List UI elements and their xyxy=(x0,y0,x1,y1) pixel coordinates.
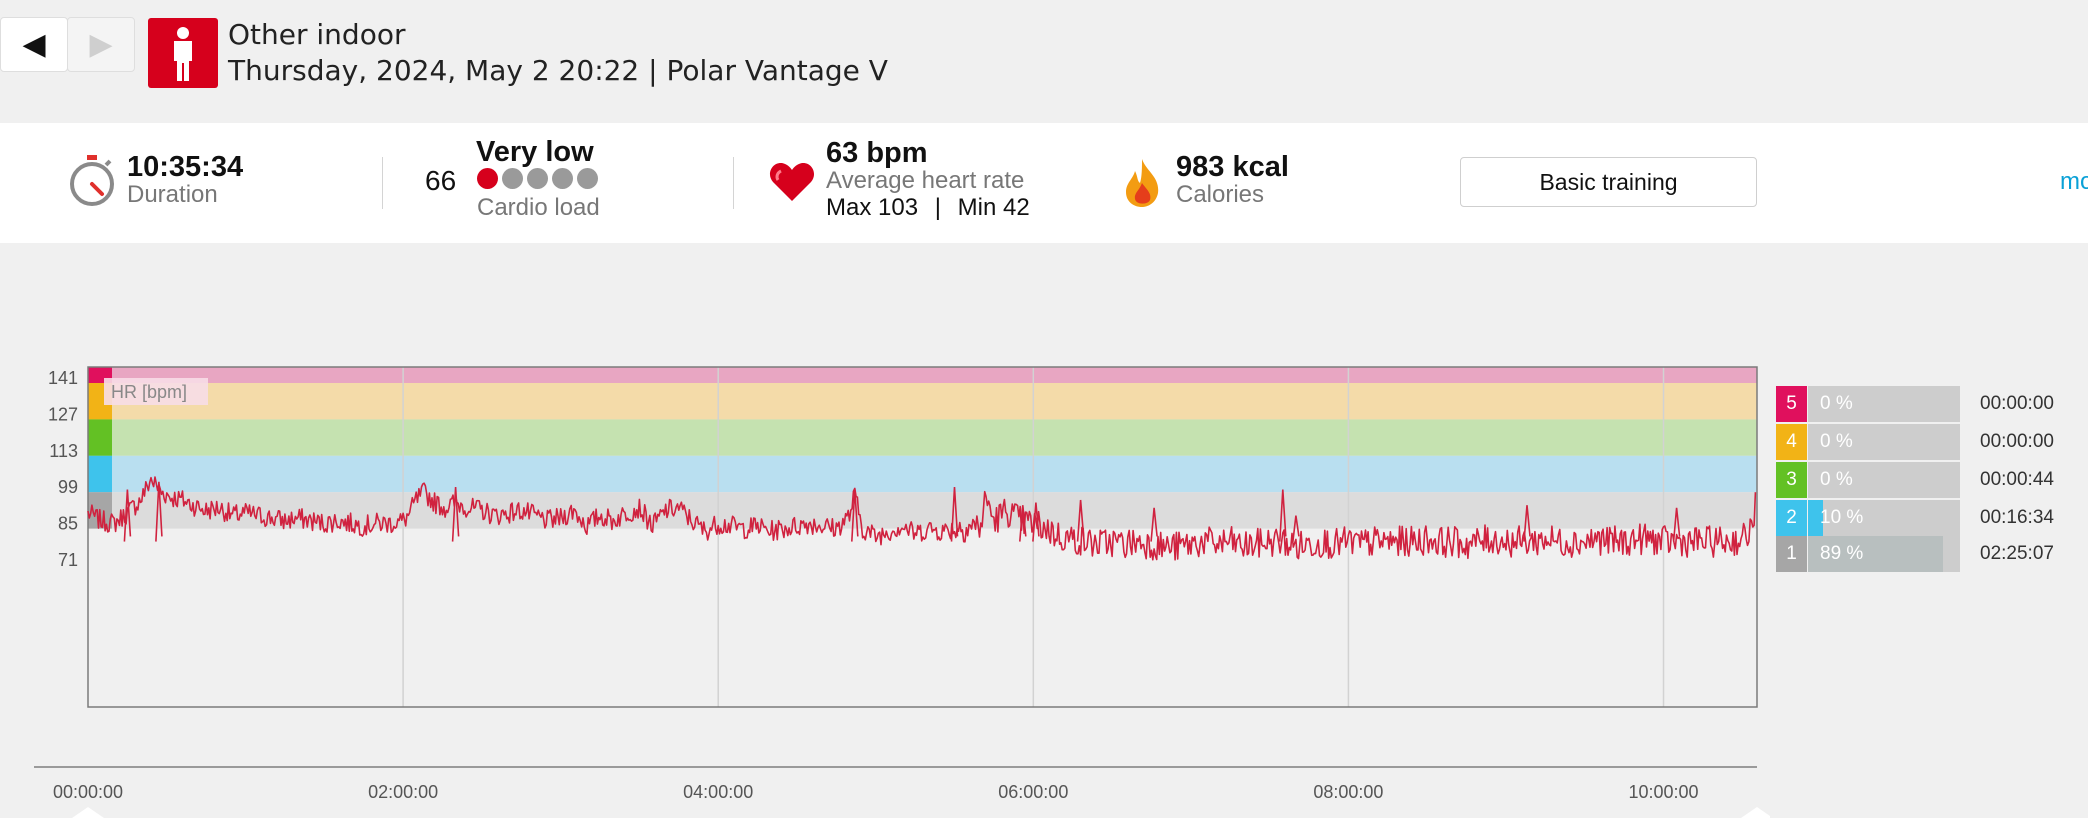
heart-rate-spike xyxy=(1292,515,1300,542)
zone-number: 1 xyxy=(1776,536,1807,572)
heart-rate-spike xyxy=(155,481,163,542)
zone-bar: 10 % xyxy=(1808,500,1960,536)
x-tick-label: 10:00:00 xyxy=(1628,782,1698,802)
x-tick-label: 04:00:00 xyxy=(683,782,753,802)
zone-bar: 0 % xyxy=(1808,462,1960,498)
activity-subtitle: Thursday, 2024, May 2 20:22 | Polar Vant… xyxy=(228,54,888,87)
x-tick-label: 06:00:00 xyxy=(998,782,1068,802)
x-tick-label: 08:00:00 xyxy=(1313,782,1383,802)
cardio-level: Very low xyxy=(476,136,594,168)
series-label-bg xyxy=(104,378,208,405)
forward-button[interactable]: ▶ xyxy=(67,17,135,72)
y-tick-label: 127 xyxy=(48,404,78,424)
x-tick-label: 02:00:00 xyxy=(368,782,438,802)
back-arrow-icon: ◀ xyxy=(22,27,46,62)
zone-bar-fill xyxy=(1808,536,1944,572)
heart-rate-range: Max 103 | Min 42 xyxy=(826,194,1030,222)
summary-bar: 10:35:34 Duration 66 Very low Cardio loa… xyxy=(0,123,2088,243)
heart-rate-chart: 141 127 113 99 85 71 00:00:00 02:00:00 04:00:00… xyxy=(34,366,1770,818)
zone-band-4 xyxy=(88,383,1757,420)
zone-bar: 89 % xyxy=(1808,536,1960,572)
flame-icon xyxy=(1122,157,1162,213)
y-tick-label: 71 xyxy=(58,550,78,570)
heart-rate-spike xyxy=(1279,489,1287,542)
heart-rate-spike xyxy=(1019,505,1027,542)
heart-rate-separator: | xyxy=(934,194,941,221)
person-standing-icon xyxy=(148,18,218,88)
duration-value: 10:35:34 xyxy=(127,151,244,183)
activity-title: Other indoor xyxy=(228,18,406,51)
zone-number: 2 xyxy=(1776,500,1807,536)
zone-percent: 0 % xyxy=(1820,431,1853,452)
zone-band-1 xyxy=(88,492,1757,529)
calories-label: Calories xyxy=(1176,181,1265,208)
y-tick-label: 99 xyxy=(58,477,78,497)
zone-time: 00:00:44 xyxy=(1980,469,2054,490)
zone-percent: 89 % xyxy=(1820,543,1864,564)
heart-rate-spike xyxy=(1150,507,1158,542)
y-tick-label: 113 xyxy=(49,441,78,461)
heart-rate-spike xyxy=(1672,507,1681,542)
zone-time: 00:00:00 xyxy=(1980,431,2054,452)
stopwatch-icon xyxy=(68,155,116,211)
heart-rate-spike xyxy=(1032,502,1040,542)
plot-frame xyxy=(87,366,1758,708)
x-tick-label: 00:00:00 xyxy=(53,782,123,802)
calories-value: 983 kcal xyxy=(1176,151,1289,183)
cardio-dot-2 xyxy=(502,168,523,189)
divider xyxy=(382,157,383,209)
duration-label: Duration xyxy=(127,181,218,208)
forward-arrow-icon: ▶ xyxy=(89,27,113,62)
zone-percent: 0 % xyxy=(1820,393,1853,414)
zone-marker-3 xyxy=(88,419,112,456)
zone-time: 00:16:34 xyxy=(1980,507,2054,528)
zone-band-3 xyxy=(88,419,1757,456)
heart-rate-spike xyxy=(451,486,460,542)
cardio-label: Cardio load xyxy=(477,194,600,221)
range-end-handle[interactable] xyxy=(1741,807,1770,818)
heart-rate-spike xyxy=(1523,505,1531,542)
heart-rate-value: 63 bpm xyxy=(826,137,928,169)
zone-number: 3 xyxy=(1776,462,1807,498)
heart-icon xyxy=(769,161,815,207)
more-link[interactable]: mo xyxy=(2060,168,2088,195)
zone-percent: 0 % xyxy=(1820,469,1853,490)
cardio-dot-1 xyxy=(477,168,498,189)
heart-rate-spike xyxy=(851,489,859,542)
zone-number: 5 xyxy=(1776,386,1807,422)
cardio-dot-5 xyxy=(577,168,598,189)
heart-rate-spike xyxy=(123,489,132,542)
zone-band-2 xyxy=(88,455,1757,493)
zone-time: 02:25:07 xyxy=(1980,543,2054,564)
zone-band-5 xyxy=(88,367,1757,383)
back-button[interactable]: ◀ xyxy=(0,17,68,72)
zone-number: 4 xyxy=(1776,424,1807,460)
heart-rate-max: Max 103 xyxy=(826,194,919,221)
zone-percent: 10 % xyxy=(1820,507,1864,528)
basic-training-button[interactable]: Basic training xyxy=(1460,157,1757,207)
y-tick-label: 85 xyxy=(58,514,78,534)
zone-bar: 0 % xyxy=(1808,424,1960,460)
zone-time: 00:00:00 xyxy=(1980,393,2054,414)
divider xyxy=(733,157,734,209)
cardio-score: 66 xyxy=(425,165,457,196)
heart-rate-label: Average heart rate xyxy=(826,167,1025,194)
zone-marker-2 xyxy=(88,455,112,493)
range-start-handle[interactable] xyxy=(72,807,104,818)
cardio-dot-4 xyxy=(552,168,573,189)
zone-bar: 0 % xyxy=(1808,386,1960,422)
y-tick-label: 141 xyxy=(48,368,78,388)
heart-rate-min: Min 42 xyxy=(957,194,1030,221)
heart-rate-spike xyxy=(950,486,959,542)
heart-rate-spike xyxy=(1076,499,1085,542)
series-label: HR [bpm] xyxy=(111,382,187,402)
zone-bar-fill xyxy=(1808,500,1824,536)
heart-rate-line xyxy=(87,476,1757,561)
cardio-dot-3 xyxy=(527,168,548,189)
